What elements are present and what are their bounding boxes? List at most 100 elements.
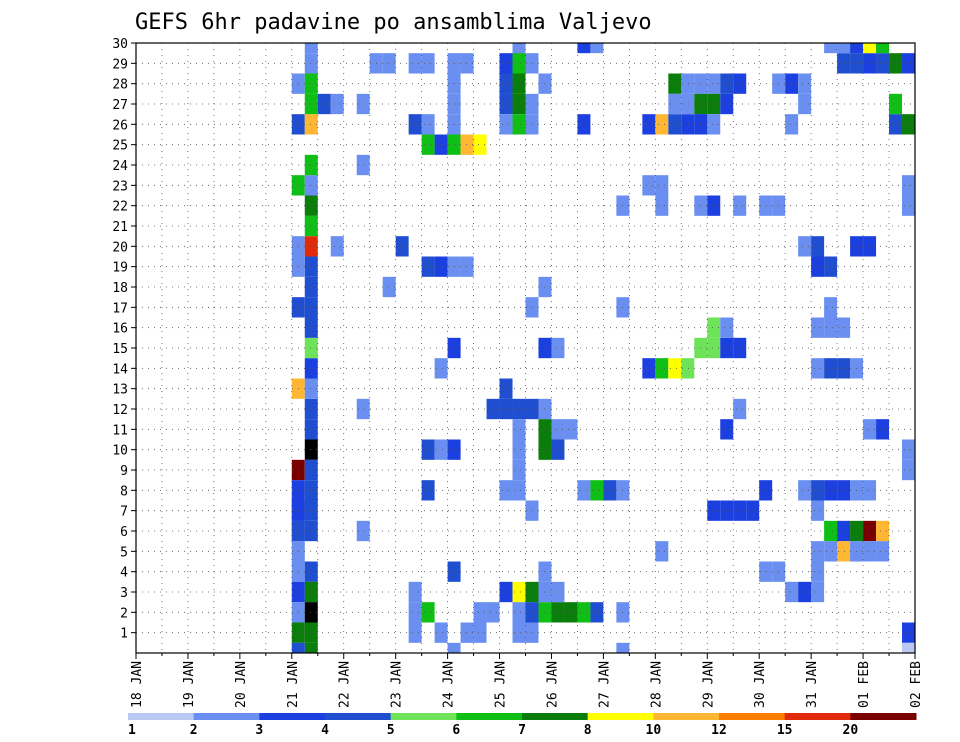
data-cell — [512, 53, 526, 74]
data-cell — [460, 53, 474, 74]
y-tick-label: 13 — [112, 383, 128, 398]
data-cell — [863, 43, 877, 54]
data-cell — [837, 43, 851, 54]
data-cell — [356, 154, 370, 176]
data-cell — [434, 439, 448, 460]
data-cell — [811, 317, 825, 338]
data-cell — [434, 358, 448, 379]
data-cell — [902, 195, 915, 216]
data-cell — [304, 602, 318, 623]
data-cell — [824, 317, 838, 338]
data-cell — [473, 134, 487, 155]
data-cell — [499, 114, 513, 135]
y-tick-label: 5 — [120, 545, 128, 560]
data-cell — [356, 93, 370, 115]
data-cell — [395, 236, 409, 257]
data-cell — [512, 93, 526, 115]
data-cell — [902, 642, 915, 653]
data-cell — [525, 53, 539, 74]
colorbar-swatch — [456, 713, 523, 720]
data-cell — [902, 439, 915, 460]
data-cell — [837, 480, 851, 501]
x-tick-label: 02 FEB — [909, 661, 924, 708]
data-cell — [304, 215, 318, 237]
data-cell — [512, 480, 526, 501]
y-tick-label: 24 — [112, 159, 128, 174]
data-cell — [707, 195, 721, 216]
data-cell — [564, 419, 578, 440]
data-cell — [486, 602, 500, 623]
data-cell — [356, 398, 370, 420]
data-cell — [720, 317, 734, 338]
data-cell — [512, 398, 526, 420]
data-cell — [525, 622, 539, 643]
colorbar-label: 10 — [646, 723, 662, 738]
colorbar-swatch — [719, 713, 786, 720]
data-cell — [707, 317, 721, 338]
data-cell — [512, 419, 526, 440]
colorbar-label: 8 — [584, 723, 592, 738]
data-cell — [720, 419, 734, 440]
x-tick-label: 31 JAN — [805, 661, 820, 708]
data-cell — [616, 642, 630, 653]
data-cell — [304, 419, 318, 440]
data-cell — [590, 480, 604, 501]
data-cell — [460, 134, 474, 155]
y-tick-label: 11 — [112, 423, 128, 438]
data-cell — [876, 541, 890, 562]
data-cell — [408, 114, 422, 135]
data-cell — [577, 480, 591, 501]
data-cell — [902, 175, 915, 196]
data-cell — [330, 93, 344, 115]
data-cell — [460, 256, 474, 277]
data-cell — [824, 541, 838, 562]
data-cell — [876, 53, 890, 74]
data-cell — [707, 500, 721, 521]
x-tick-label: 24 JAN — [442, 661, 457, 708]
y-tick-label: 28 — [112, 78, 128, 93]
data-cell — [304, 642, 318, 653]
data-cell — [603, 480, 617, 501]
y-tick-label: 14 — [112, 362, 128, 377]
data-cell — [837, 358, 851, 379]
data-cell — [408, 622, 422, 643]
data-cell — [811, 541, 825, 562]
y-tick-label: 22 — [112, 200, 128, 215]
data-cell — [304, 581, 318, 603]
colorbar-label: 5 — [387, 723, 395, 738]
data-cell — [499, 581, 513, 603]
data-cell — [824, 297, 838, 318]
data-cell — [746, 500, 760, 521]
x-tick-label: 29 JAN — [701, 661, 716, 708]
y-tick-label: 6 — [120, 525, 128, 540]
data-cell — [330, 236, 344, 257]
data-cell — [824, 358, 838, 379]
data-cell — [668, 93, 682, 115]
data-cell — [720, 73, 734, 94]
data-cell — [512, 602, 526, 623]
data-cell — [291, 642, 305, 653]
data-cell — [304, 175, 318, 196]
x-tick-label: 26 JAN — [545, 661, 560, 708]
data-cell — [590, 602, 604, 623]
data-cell — [304, 622, 318, 643]
data-cell — [655, 541, 669, 562]
data-cell — [512, 459, 526, 481]
data-cell — [863, 520, 877, 542]
data-cell — [304, 114, 318, 135]
colorbar-label: 2 — [190, 723, 198, 738]
y-tick-label: 18 — [112, 281, 128, 296]
data-cell — [356, 520, 370, 542]
data-cell — [798, 93, 812, 115]
data-cell — [863, 541, 877, 562]
data-cell — [811, 500, 825, 521]
data-cell — [304, 154, 318, 176]
data-cell — [642, 358, 656, 379]
x-tick-label: 28 JAN — [649, 661, 664, 708]
colorbar-swatch — [128, 713, 195, 720]
data-cell — [304, 500, 318, 521]
data-cell — [408, 53, 422, 74]
data-cell — [902, 53, 915, 74]
y-tick-label: 7 — [120, 505, 128, 520]
data-cell — [577, 602, 591, 623]
